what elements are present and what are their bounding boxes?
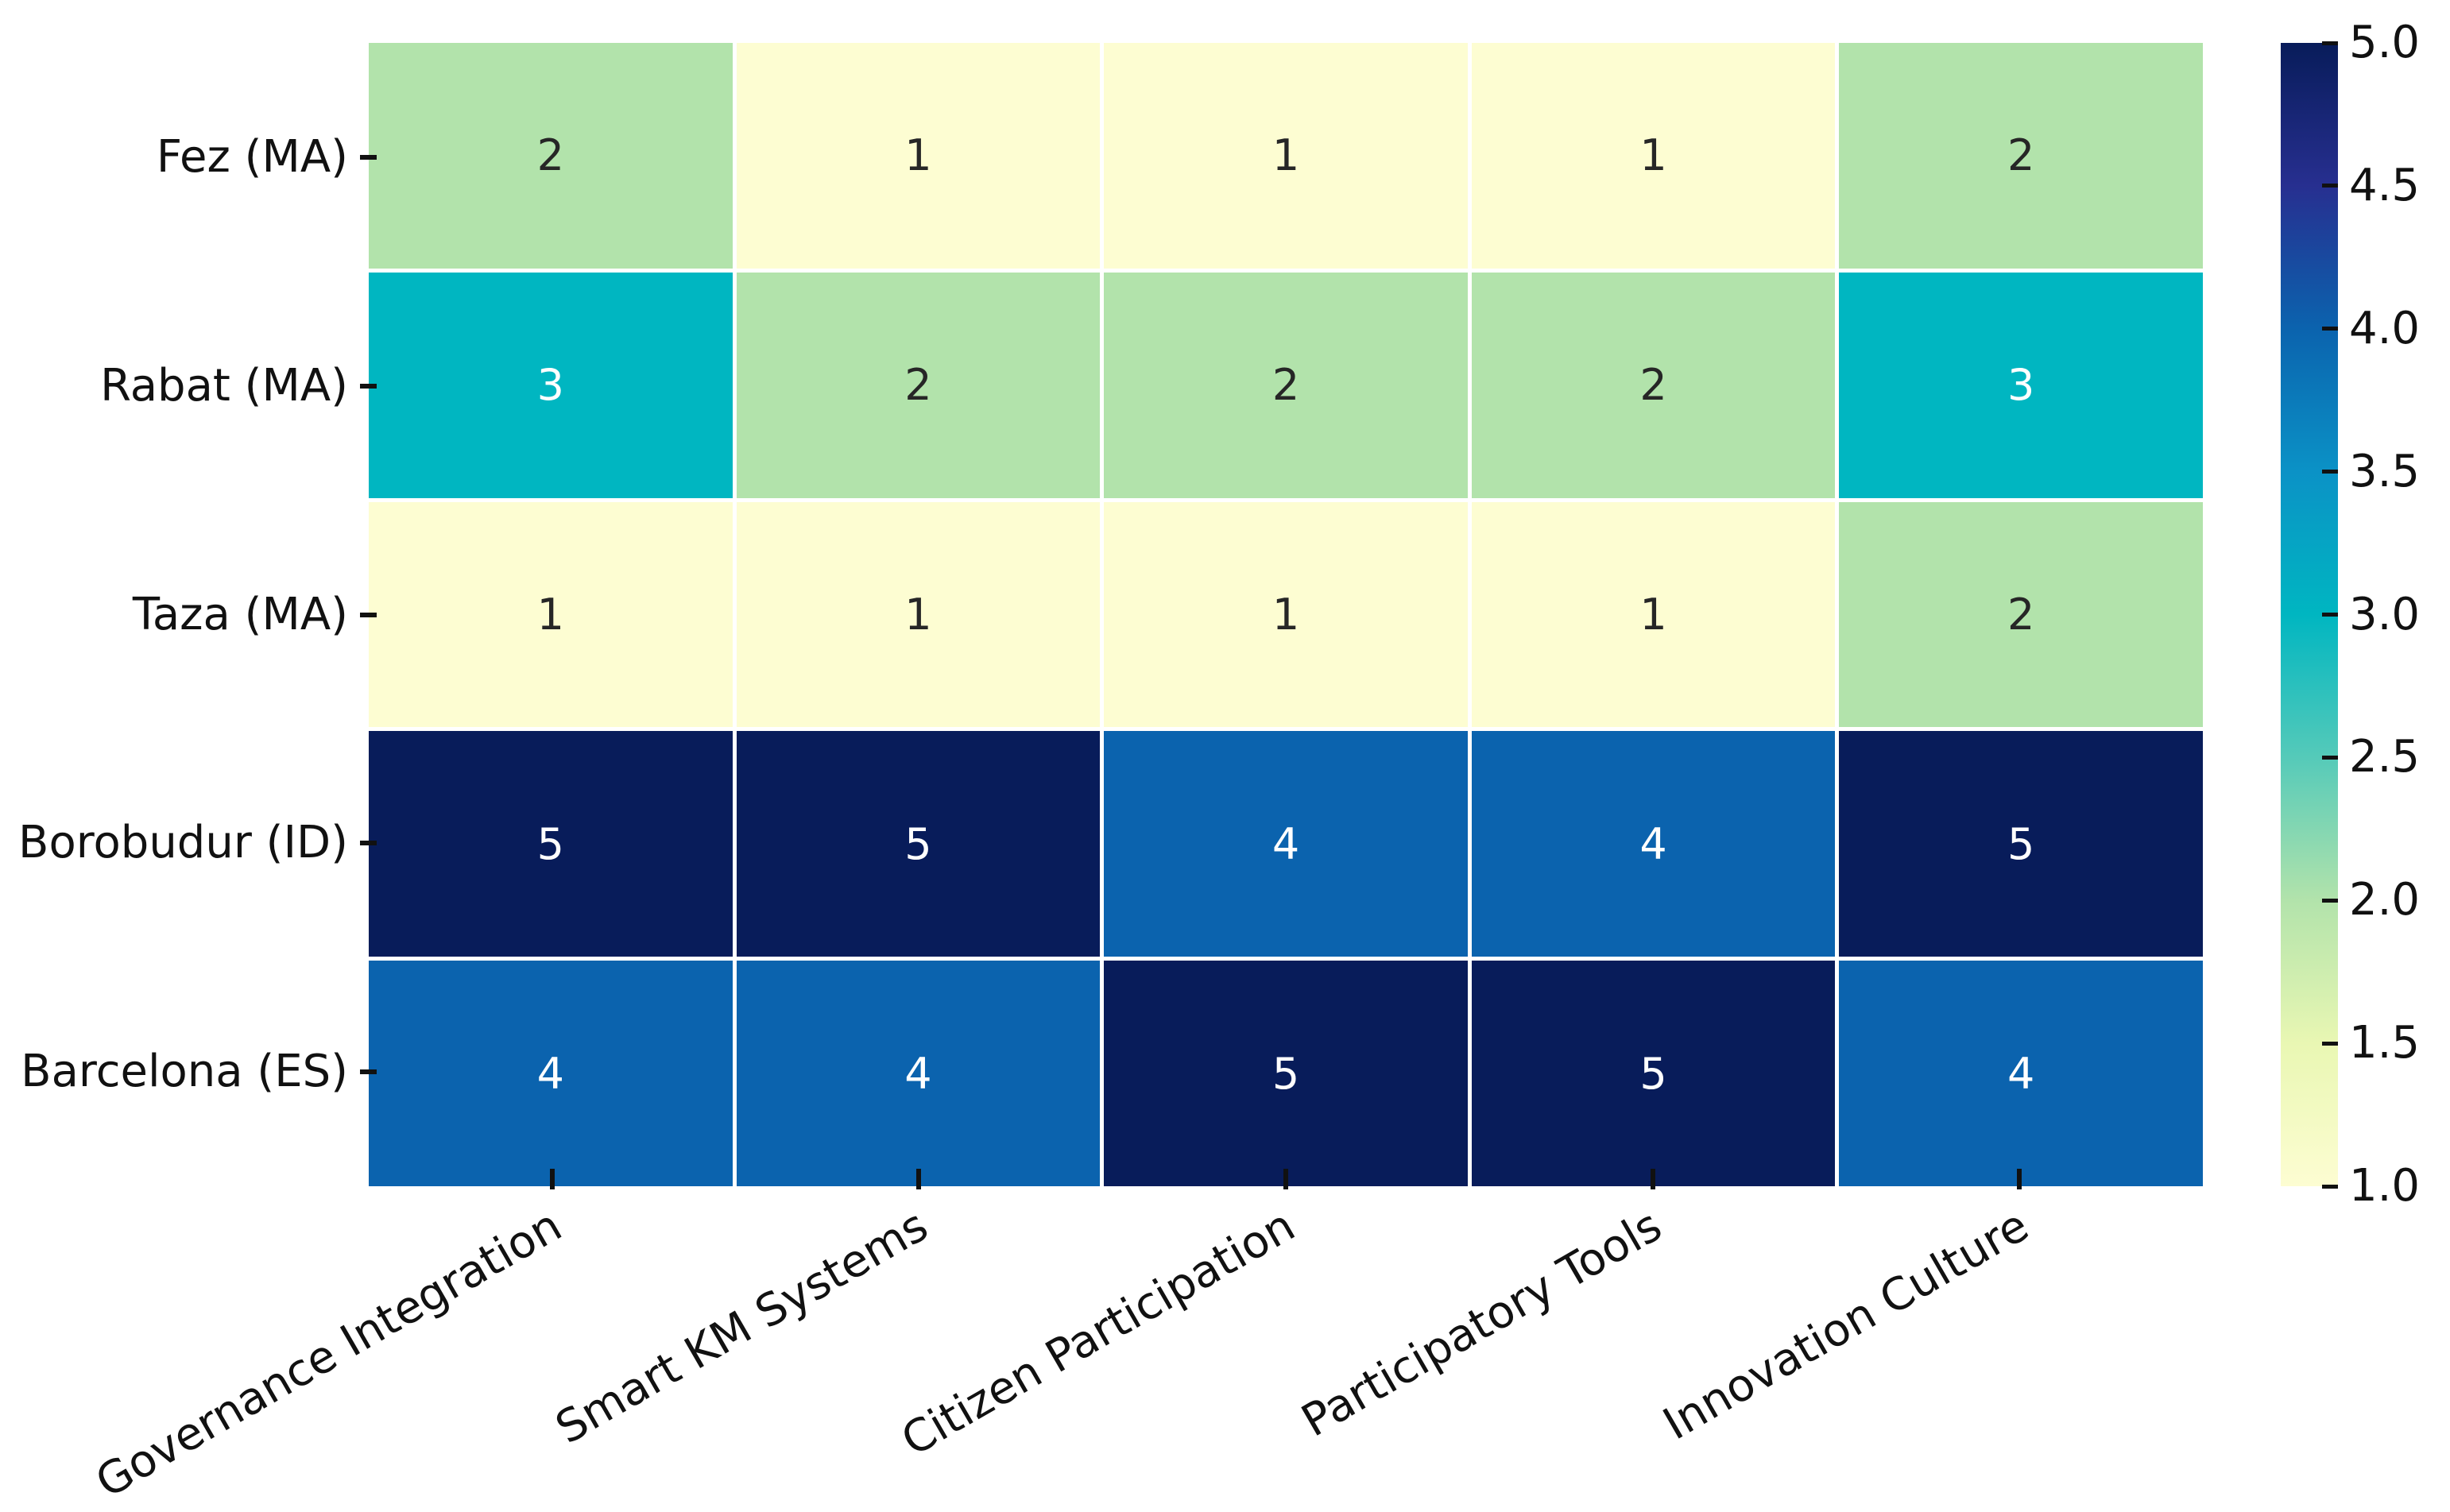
heatmap-cell: 1: [1471, 501, 1836, 728]
y-tick-label: Rabat (MA): [100, 359, 348, 412]
cell-value: 2: [904, 360, 932, 411]
colorbar-tick-mark: [2322, 470, 2338, 474]
colorbar-tick-mark: [2322, 898, 2338, 903]
heatmap-cell: 1: [736, 501, 1101, 728]
heatmap-plot-area: 2 1 1 1 2 3 2 2 2 3 1 1 1 1 2 5 5 4 4 5 4 4 5 5 4: [369, 43, 2203, 1186]
cell-value: 1: [1639, 589, 1667, 640]
cell-value: 2: [2007, 130, 2035, 181]
heatmap-cell: 5: [1471, 961, 1836, 1186]
cell-value: 5: [536, 818, 564, 869]
colorbar-tick-mark: [2322, 1041, 2338, 1046]
cell-value: 2: [1639, 360, 1667, 411]
x-tick-mark: [1650, 1169, 1655, 1189]
heatmap-cell: 4: [369, 961, 733, 1186]
y-tick-label: Fez (MA): [156, 130, 348, 183]
y-tick-mark: [360, 612, 377, 617]
heatmap-cell: 5: [369, 731, 733, 957]
y-tick-label: Taza (MA): [132, 588, 348, 640]
colorbar-tick-label: 2.5: [2349, 731, 2421, 783]
heatmap-cell: 4: [1839, 961, 2203, 1186]
cell-value: 1: [1271, 589, 1300, 640]
colorbar-tick-label: 2.0: [2349, 874, 2421, 926]
colorbar-tick-label: 4.5: [2349, 159, 2421, 211]
heatmap-cell: 2: [1839, 43, 2203, 269]
heatmap-cell: 2: [369, 43, 733, 269]
colorbar-tick-label: 1.5: [2349, 1017, 2421, 1069]
cell-value: 1: [904, 589, 932, 640]
heatmap-cell: 4: [1104, 731, 1468, 957]
y-tick-mark: [360, 841, 377, 846]
heatmap-cell: 5: [736, 731, 1101, 957]
colorbar-tick-label: 3.0: [2349, 588, 2421, 640]
x-tick-mark: [1283, 1169, 1288, 1189]
cell-value: 4: [1271, 818, 1300, 869]
heatmap-cell: 2: [1839, 501, 2203, 728]
heatmap-cell: 3: [1839, 272, 2203, 498]
colorbar-tick-label: 3.5: [2349, 445, 2421, 497]
heatmap-cell: 1: [736, 43, 1101, 269]
cell-value: 4: [1639, 818, 1667, 869]
cell-value: 4: [2007, 1048, 2035, 1099]
colorbar-tick-mark: [2322, 327, 2338, 331]
colorbar-tick-mark: [2322, 184, 2338, 188]
x-tick-label: Participatory Tools: [1293, 1200, 1671, 1448]
x-tick-label: Governance Integration: [87, 1200, 571, 1509]
colorbar-tick-label: 1.0: [2349, 1160, 2421, 1212]
heatmap-cell: 1: [1471, 43, 1836, 269]
cell-value: 5: [904, 818, 932, 869]
cell-value: 5: [1639, 1048, 1667, 1099]
heatmap-cell: 5: [1839, 731, 2203, 957]
y-tick-label: Borobudur (ID): [18, 817, 348, 869]
x-tick-label: Smart KM Systems: [548, 1200, 937, 1455]
x-tick-label: Innovation Culture: [1655, 1200, 2038, 1451]
cell-value: 5: [2007, 818, 2035, 869]
cell-value: 1: [536, 589, 564, 640]
y-tick-label: Barcelona (ES): [21, 1046, 348, 1098]
heatmap-cell: 3: [369, 272, 733, 498]
colorbar-tick-label: 5.0: [2349, 17, 2421, 68]
y-tick-mark: [360, 383, 377, 389]
cell-value: 2: [536, 130, 564, 181]
cell-value: 4: [904, 1048, 932, 1099]
x-tick-mark: [916, 1169, 922, 1189]
cell-value: 3: [536, 360, 564, 411]
colorbar-tick-label: 4.0: [2349, 302, 2421, 354]
heatmap-cell: 5: [1104, 961, 1468, 1186]
cell-value: 1: [1639, 130, 1667, 181]
y-tick-mark: [360, 1069, 377, 1075]
heatmap-cell: 2: [736, 272, 1101, 498]
heatmap-cell: 4: [1471, 731, 1836, 957]
heatmap-cell: 2: [1471, 272, 1836, 498]
x-tick-mark: [549, 1169, 555, 1189]
heatmap-cell: 1: [1104, 501, 1468, 728]
cell-value: 2: [1271, 360, 1300, 411]
cell-value: 1: [1271, 130, 1300, 181]
cell-value: 5: [1271, 1048, 1300, 1099]
y-tick-mark: [360, 154, 377, 160]
cell-value: 4: [536, 1048, 564, 1099]
cell-value: 1: [904, 130, 932, 181]
x-tick-mark: [2017, 1169, 2022, 1189]
colorbar-tick-mark: [2322, 41, 2338, 45]
cell-value: 2: [2007, 589, 2035, 640]
colorbar-tick-mark: [2322, 755, 2338, 760]
colorbar-tick-mark: [2322, 1184, 2338, 1189]
heatmap-cell: 1: [369, 501, 733, 728]
heatmap-cell: 1: [1104, 43, 1468, 269]
x-tick-label: Citizen Participation: [892, 1200, 1304, 1467]
heatmap-cell: 4: [736, 961, 1101, 1186]
heatmap-cell: 2: [1104, 272, 1468, 498]
cell-value: 3: [2007, 360, 2035, 411]
colorbar-tick-mark: [2322, 613, 2338, 617]
